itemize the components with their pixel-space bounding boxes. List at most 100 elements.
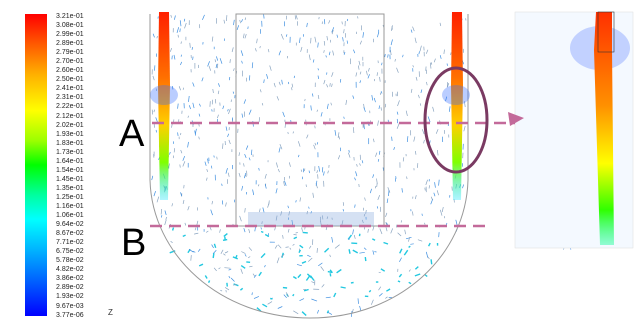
vector-arrow xyxy=(448,106,451,112)
vector-arrow xyxy=(439,22,442,27)
vector-arrow xyxy=(355,171,358,177)
vector-arrow xyxy=(266,74,269,79)
scale-tick-label: 2.99e-01 xyxy=(56,31,84,39)
vector-arrow xyxy=(238,172,241,178)
vector-arrow xyxy=(410,88,413,93)
vector-arrow xyxy=(307,257,313,262)
vector-arrow xyxy=(215,63,218,69)
vector-arrow xyxy=(390,228,394,234)
vector-arrow xyxy=(359,305,362,312)
vector-arrow xyxy=(380,268,386,272)
vector-arrow xyxy=(356,164,358,167)
vector-arrow xyxy=(202,14,205,21)
scale-tick-label: 1.93e-02 xyxy=(56,293,84,301)
scale-tick-label: 2.89e-01 xyxy=(56,40,84,48)
vector-arrow xyxy=(253,274,257,278)
vector-arrow xyxy=(211,36,214,42)
vector-arrow xyxy=(206,168,209,173)
vector-arrow xyxy=(251,149,253,156)
vector-arrow xyxy=(312,192,314,198)
vector-arrow xyxy=(384,54,386,58)
scale-tick-label: 1.64e-01 xyxy=(56,157,84,165)
vector-arrow xyxy=(243,33,245,39)
vector-arrow xyxy=(277,306,283,309)
vector-arrow xyxy=(155,117,158,123)
vector-arrow xyxy=(225,126,228,131)
vector-arrow xyxy=(331,27,335,33)
vector-arrow xyxy=(387,187,391,193)
vector-arrow xyxy=(337,155,341,160)
vector-arrow xyxy=(361,160,364,164)
vector-arrow xyxy=(462,62,464,65)
vector-arrow xyxy=(439,55,442,59)
vector-arrow xyxy=(244,17,246,21)
vector-arrow xyxy=(388,190,390,197)
vector-arrow xyxy=(252,189,255,196)
vector-arrow xyxy=(173,54,176,60)
vector-arrow xyxy=(301,260,307,264)
vector-arrow xyxy=(285,246,289,248)
vector-arrow xyxy=(223,253,226,256)
scale-tick-label: 3.08e-01 xyxy=(56,22,84,30)
vector-arrow xyxy=(183,18,186,22)
vector-arrow xyxy=(367,74,370,79)
scale-tick-label: 2.22e-01 xyxy=(56,103,84,111)
vector-arrow xyxy=(218,267,221,270)
scale-tick-label: 6.75e-02 xyxy=(56,248,84,256)
vector-arrow xyxy=(320,266,325,272)
vector-arrow xyxy=(305,275,311,281)
vector-arrow xyxy=(299,244,304,249)
vector-arrow xyxy=(274,227,276,231)
scale-tick-label: 1.54e-01 xyxy=(56,166,84,174)
vector-arrow xyxy=(333,292,337,298)
scale-tick-label: 1.25e-01 xyxy=(56,193,84,201)
scale-tick-label: 1.83e-01 xyxy=(56,139,84,147)
vector-arrow xyxy=(291,83,294,88)
vector-arrow xyxy=(170,241,173,243)
vector-arrow xyxy=(243,173,247,179)
vector-arrow xyxy=(323,50,325,53)
vector-arrow xyxy=(341,220,344,226)
vector-arrow xyxy=(308,206,310,209)
vector-arrow xyxy=(213,155,215,158)
highlight-ellipse xyxy=(423,66,489,174)
vector-arrow xyxy=(436,190,439,196)
vector-arrow xyxy=(396,67,399,73)
vector-arrow xyxy=(331,236,334,243)
vector-arrow xyxy=(326,216,329,220)
vector-arrow xyxy=(362,123,365,128)
vector-arrow xyxy=(276,162,278,168)
vector-arrow xyxy=(378,286,382,291)
vector-arrow xyxy=(352,249,359,254)
vector-arrow xyxy=(359,71,362,75)
section-label-a: A xyxy=(119,113,145,155)
vector-arrow xyxy=(348,249,351,254)
vector-arrow xyxy=(221,200,224,205)
vector-arrow xyxy=(412,211,414,216)
vector-arrow xyxy=(287,205,289,209)
vector-arrow xyxy=(275,215,278,221)
vector-arrow xyxy=(415,76,418,81)
vector-arrow xyxy=(421,213,423,216)
vector-arrow xyxy=(352,229,354,235)
vector-arrow xyxy=(152,75,155,81)
vector-arrow xyxy=(309,245,312,249)
vector-arrow xyxy=(293,234,297,236)
vector-arrow xyxy=(240,265,246,269)
vector-arrow xyxy=(197,248,201,252)
vector-arrow xyxy=(204,161,207,166)
vector-arrow xyxy=(262,303,268,308)
vector-arrow xyxy=(192,82,195,87)
vector-arrow xyxy=(342,37,344,42)
vector-arrow xyxy=(340,286,346,289)
vector-arrow xyxy=(363,107,366,112)
vector-arrow xyxy=(323,79,326,85)
vector-arrow xyxy=(322,215,324,220)
vector-arrow xyxy=(314,125,316,129)
vector-arrow xyxy=(414,273,421,277)
vector-arrow xyxy=(277,168,280,173)
vector-arrow xyxy=(329,254,331,258)
vector-arrow xyxy=(182,199,185,204)
vector-arrow xyxy=(182,155,186,161)
scale-tick-label: 7.71e-02 xyxy=(56,239,84,247)
